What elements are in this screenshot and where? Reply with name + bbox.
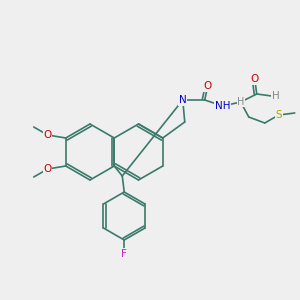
Text: O: O	[250, 74, 259, 84]
Text: H: H	[237, 97, 244, 107]
Text: F: F	[121, 249, 127, 259]
Text: O: O	[44, 164, 52, 174]
Text: O: O	[204, 81, 212, 91]
Text: N: N	[179, 95, 187, 105]
Text: O: O	[44, 130, 52, 140]
Text: S: S	[275, 110, 282, 120]
Text: NH: NH	[215, 101, 230, 111]
Text: H: H	[272, 91, 280, 101]
